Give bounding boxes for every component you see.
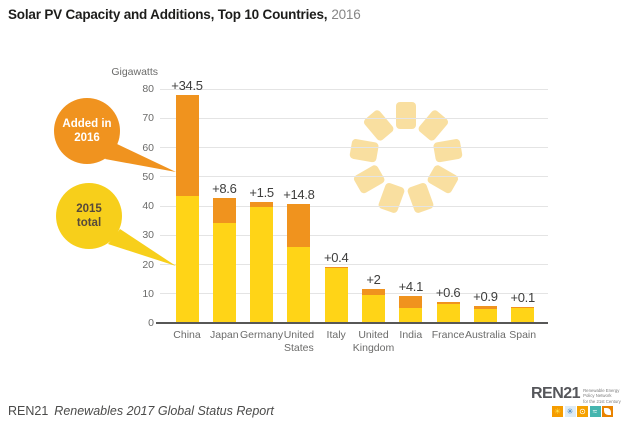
gridline-80 xyxy=(160,88,548,90)
gridline-20 xyxy=(160,264,548,265)
bar-2015-italy xyxy=(324,267,348,323)
y-tick-label-80: 80 xyxy=(142,83,154,95)
y-tick-label-30: 30 xyxy=(142,229,154,242)
bar-added-india xyxy=(399,296,423,309)
bar-added-australia xyxy=(473,306,497,309)
x-axis-label-france: France xyxy=(431,329,465,341)
x-axis-line xyxy=(156,322,548,324)
bar-2015-china xyxy=(175,195,199,323)
value-label-france: +0.6 xyxy=(435,285,461,301)
sun-icon: ☀ xyxy=(552,406,563,418)
bar-2015-spain xyxy=(511,307,535,323)
y-tick-label-40: 40 xyxy=(142,200,154,212)
sun-ray xyxy=(378,182,405,213)
bar-added-united-kingdom xyxy=(362,288,385,295)
value-label-united-states: +14.8 xyxy=(283,186,315,202)
bar-2015-japan xyxy=(212,222,236,323)
value-label-india: +4.1 xyxy=(398,279,424,295)
bar-2015-united-kingdom xyxy=(362,294,385,323)
bar-added-japan xyxy=(212,197,236,223)
x-axis-label-australia: Australia xyxy=(464,329,506,341)
bar-added-italy xyxy=(324,266,348,268)
source-org: REN21 xyxy=(8,404,49,418)
sun-ray xyxy=(433,139,463,163)
leaf-icon xyxy=(602,406,613,418)
title-text: Solar PV Capacity and Additions, Top 10 … xyxy=(8,7,328,22)
sun-icon xyxy=(349,102,463,213)
x-axis-label-united-kingdom: United Kingdom xyxy=(352,329,395,354)
gridline-50 xyxy=(160,176,548,178)
x-axis-label-italy: Italy xyxy=(326,329,346,341)
value-label-united-kingdom: +2 xyxy=(366,271,381,287)
legend-2015-total-bubble: 2015 total xyxy=(56,183,122,249)
gridline-30 xyxy=(160,234,548,236)
sun-ray xyxy=(407,182,434,213)
value-label-italy: +0.4 xyxy=(323,249,349,265)
bar-2015-australia xyxy=(473,308,497,323)
ren21-logo-icons: ☀ ✳ ⊙ ≈ xyxy=(552,406,635,418)
gridline-70 xyxy=(160,117,548,119)
x-axis-label-united-states: United States xyxy=(283,329,315,354)
x-axis-label-japan: Japan xyxy=(209,329,239,341)
sun-ray xyxy=(353,165,385,194)
ren21-logo-wordmark: REN21 xyxy=(531,385,581,402)
bar-added-china xyxy=(175,94,199,196)
sun-ray xyxy=(349,139,379,163)
sun-ray xyxy=(418,110,449,141)
gridline-10 xyxy=(160,293,548,295)
value-label-germany: +1.5 xyxy=(249,185,274,201)
gridline-60 xyxy=(160,147,548,148)
value-label-spain: +0.1 xyxy=(510,289,535,305)
ren21-logo-tagline: Renewable Energy Policy Network for the … xyxy=(583,388,621,404)
gridline-40 xyxy=(160,205,548,207)
bar-2015-france xyxy=(436,303,460,323)
y-tick-label-70: 70 xyxy=(142,112,154,125)
source-line: REN21 Renewables 2017 Global Status Repor… xyxy=(8,404,274,418)
legend-added-2016-bubble: Added in 2016 xyxy=(54,98,120,164)
sun-ray xyxy=(427,165,459,194)
page-title: Solar PV Capacity and Additions, Top 10 … xyxy=(8,7,361,22)
x-axis-label-spain: Spain xyxy=(509,329,537,341)
bar-added-france xyxy=(436,302,460,304)
y-tick-label-20: 20 xyxy=(142,258,154,271)
sun-ray xyxy=(363,110,394,141)
power-icon: ⊙ xyxy=(577,406,588,418)
x-axis-label-india: India xyxy=(399,329,423,341)
y-axis-unit-label: Gigawatts xyxy=(111,66,158,78)
bar-2015-india xyxy=(399,308,423,323)
legend-total-label: 2015 total xyxy=(76,202,102,229)
y-tick-label-0: 0 xyxy=(148,317,154,329)
y-tick-label-60: 60 xyxy=(142,141,154,154)
bar-2015-united-states xyxy=(287,247,311,323)
legend-added-label: Added in 2016 xyxy=(62,117,112,144)
bar-2015-germany xyxy=(250,206,274,323)
y-tick-label-10: 10 xyxy=(142,287,154,300)
source-report-title: Renewables 2017 Global Status Report xyxy=(54,404,274,418)
wind-turbine-icon: ✳ xyxy=(564,406,576,418)
y-tick-label-50: 50 xyxy=(142,170,154,183)
ren21-logo: REN21 Renewable Energy Policy Network fo… xyxy=(531,385,635,418)
sun-ray xyxy=(396,102,416,129)
title-year: 2016 xyxy=(331,7,361,22)
x-axis-label-germany: Germany xyxy=(240,329,284,341)
bar-added-germany xyxy=(250,202,274,207)
x-axis-label-china: China xyxy=(173,329,201,341)
value-label-australia: +0.9 xyxy=(473,289,498,305)
water-icon: ≈ xyxy=(589,406,601,418)
value-label-japan: +8.6 xyxy=(212,180,237,196)
value-label-china: +34.5 xyxy=(171,77,203,93)
bar-added-united-states xyxy=(287,203,311,248)
